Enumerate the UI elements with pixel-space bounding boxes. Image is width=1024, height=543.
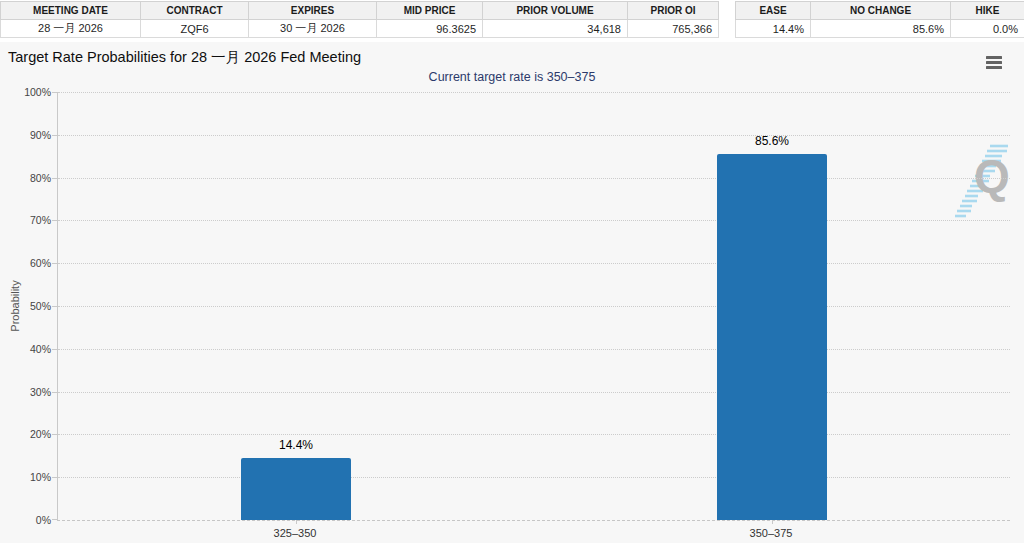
y-axis-tick (52, 519, 58, 520)
y-gridline (58, 392, 1010, 393)
y-axis-tick (52, 392, 58, 393)
y-axis-tick-label: 70% (0, 214, 51, 226)
bar-350–375[interactable] (717, 154, 827, 520)
mid-price-value: 96.3625 (377, 20, 483, 38)
contract-table-header-row: MEETING DATE CONTRACT EXPIRES MID PRICE … (1, 2, 719, 20)
y-axis-tick (52, 434, 58, 435)
no-change-value: 85.6% (811, 20, 951, 38)
watermark-letter: Q (974, 150, 1010, 202)
y-gridline (58, 477, 1010, 478)
hike-value: 0.0% (951, 20, 1024, 38)
bar-325–350[interactable] (241, 458, 351, 520)
bar-value-label: 85.6% (707, 134, 837, 148)
chart-title: Target Rate Probabilities for 28 一月 2026… (8, 48, 361, 67)
y-gridline (58, 220, 1010, 221)
bar-value-label: 14.4% (231, 438, 361, 452)
watermark-stripes (955, 146, 1008, 216)
y-axis-tick-label: 60% (0, 257, 51, 269)
x-axis-category-label: 325–350 (230, 527, 360, 539)
y-axis-tick (52, 220, 58, 221)
x-axis-labels: 325–350 350–375 (57, 527, 1009, 543)
y-axis-tick-label: 30% (0, 386, 51, 398)
y-gridline (58, 434, 1010, 435)
fedwatch-page: MEETING DATE CONTRACT EXPIRES MID PRICE … (0, 0, 1024, 543)
y-axis-tick (52, 178, 58, 179)
col-header-prior-oi: PRIOR OI (628, 2, 719, 20)
y-gridline (58, 349, 1010, 350)
action-table-value-row: 14.4% 85.6% 0.0% (736, 20, 1024, 38)
expires-value: 30 一月 2026 (249, 20, 377, 38)
y-axis-tick-label: 90% (0, 129, 51, 141)
chart-container: Target Rate Probabilities for 28 一月 2026… (0, 42, 1024, 543)
y-axis-tick-label: 40% (0, 343, 51, 355)
y-gridline (58, 135, 1010, 136)
x-axis-category-label: 350–375 (706, 527, 836, 539)
contract-value: ZQF6 (141, 20, 249, 38)
y-axis-tick (52, 306, 58, 307)
col-header-ease: EASE (736, 2, 811, 20)
y-axis-tick (52, 477, 58, 478)
contract-table-value-row: 28 一月 2026 ZQF6 30 一月 2026 96.3625 34,61… (1, 20, 719, 38)
hamburger-menu-icon (981, 56, 1007, 69)
y-gridline (58, 92, 1010, 93)
x-axis-tick (772, 520, 773, 524)
y-axis-tick-label: 50% (0, 300, 51, 312)
meeting-date-value: 28 一月 2026 (1, 20, 141, 38)
y-axis-tick (52, 92, 58, 93)
rate-action-probability-table: EASE NO CHANGE HIKE 14.4% 85.6% 0.0% (735, 1, 1024, 38)
y-axis-tick-label: 20% (0, 428, 51, 440)
col-header-no-change: NO CHANGE (811, 2, 951, 20)
y-gridline (58, 306, 1010, 307)
plot-area: Q 14.4% 85.6% (57, 92, 1010, 521)
col-header-hike: HIKE (951, 2, 1024, 20)
y-axis-tick (52, 349, 58, 350)
col-header-meeting-date: MEETING DATE (1, 2, 141, 20)
y-axis-tick-label: 100% (0, 86, 51, 98)
col-header-expires: EXPIRES (249, 2, 377, 20)
y-gridline (58, 178, 1010, 179)
y-axis-tick-label: 0% (0, 514, 51, 526)
y-axis-labels: 0%10%20%30%40%50%60%70%80%90%100% (0, 92, 51, 520)
prior-oi-value: 765,366 (628, 20, 719, 38)
chart-subtitle: Current target rate is 350–375 (0, 70, 1024, 84)
y-gridline (58, 263, 1010, 264)
action-table-header-row: EASE NO CHANGE HIKE (736, 2, 1024, 20)
y-axis-tick (52, 263, 58, 264)
y-axis-tick (52, 135, 58, 136)
col-header-prior-volume: PRIOR VOLUME (483, 2, 628, 20)
chart-context-menu-button[interactable] (977, 49, 1011, 75)
col-header-mid-price: MID PRICE (377, 2, 483, 20)
x-axis-tick (296, 520, 297, 524)
y-axis-tick-label: 80% (0, 172, 51, 184)
prior-volume-value: 34,618 (483, 20, 628, 38)
contract-info-table: MEETING DATE CONTRACT EXPIRES MID PRICE … (0, 1, 719, 38)
y-axis-tick-label: 10% (0, 471, 51, 483)
ease-value: 14.4% (736, 20, 811, 38)
col-header-contract: CONTRACT (141, 2, 249, 20)
